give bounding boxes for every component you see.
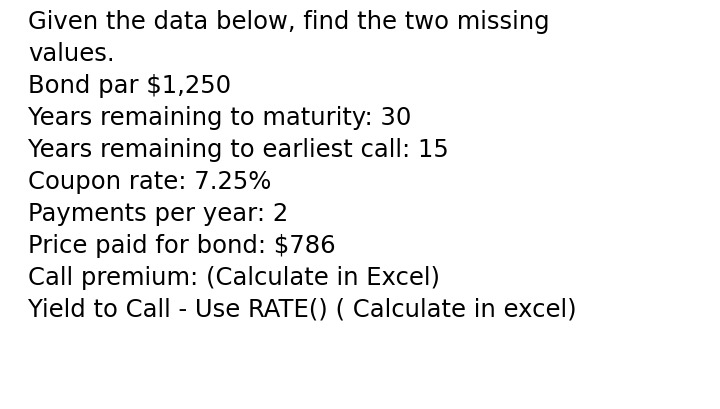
Text: Years remaining to maturity: 30: Years remaining to maturity: 30 xyxy=(28,106,411,130)
Text: Given the data below, find the two missing: Given the data below, find the two missi… xyxy=(28,10,549,34)
Text: Payments per year: 2: Payments per year: 2 xyxy=(28,202,288,226)
Text: Years remaining to earliest call: 15: Years remaining to earliest call: 15 xyxy=(28,138,449,162)
Text: Call premium: (Calculate in Excel): Call premium: (Calculate in Excel) xyxy=(28,266,440,290)
Text: Coupon rate: 7.25%: Coupon rate: 7.25% xyxy=(28,170,271,194)
Text: Yield to Call - Use RATE() ( Calculate in excel): Yield to Call - Use RATE() ( Calculate i… xyxy=(28,298,577,322)
Text: Bond par $1,250: Bond par $1,250 xyxy=(28,74,231,98)
Text: values.: values. xyxy=(28,42,114,66)
Text: Price paid for bond: $786: Price paid for bond: $786 xyxy=(28,234,336,258)
